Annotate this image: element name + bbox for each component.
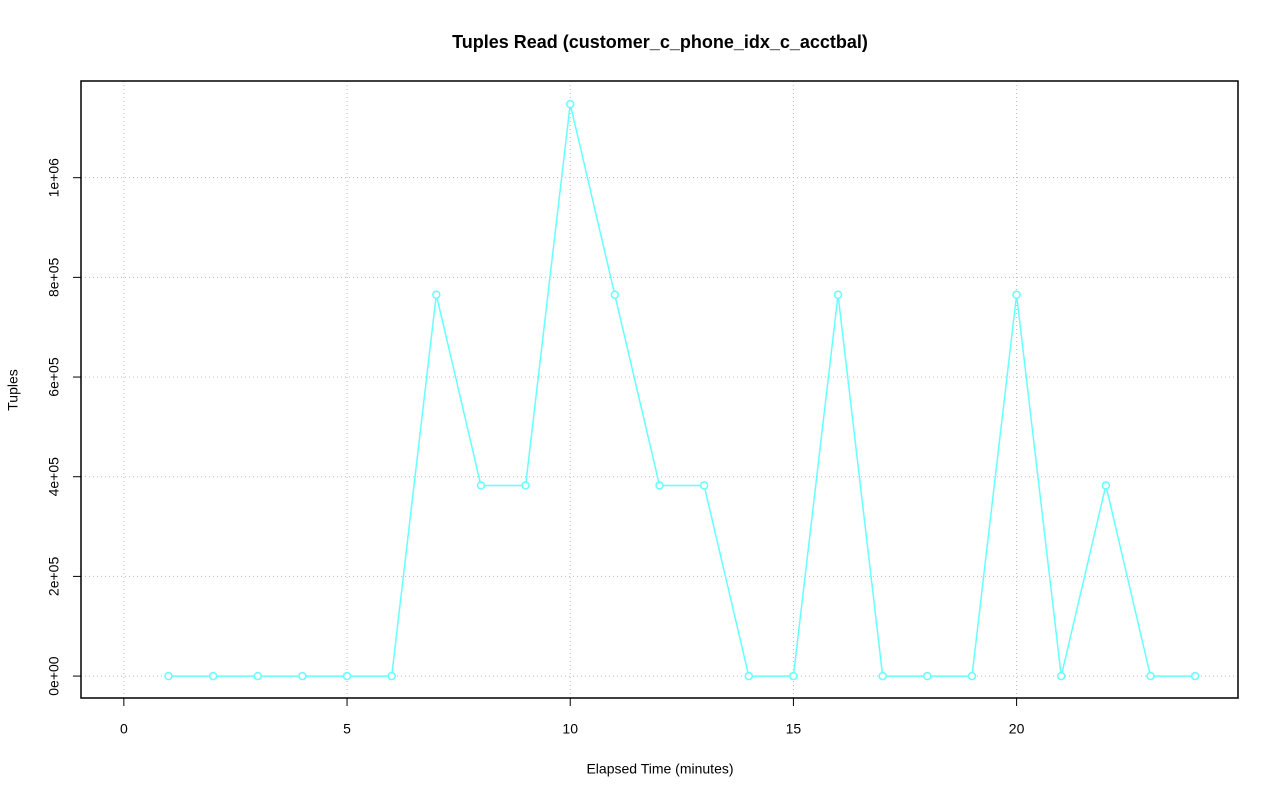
data-point xyxy=(655,481,664,490)
data-point xyxy=(164,671,173,681)
data-point xyxy=(1056,671,1066,681)
x-tick-label: 5 xyxy=(343,721,351,737)
data-point xyxy=(432,290,441,300)
y-tick-label: 4e+05 xyxy=(46,457,62,497)
data-point xyxy=(476,481,486,490)
y-axis-label: Tuples xyxy=(5,369,21,411)
data-point xyxy=(387,671,396,681)
data-point xyxy=(298,671,307,681)
x-tick-label: 10 xyxy=(562,721,578,737)
y-tick-label: 8e+05 xyxy=(46,257,62,297)
data-point xyxy=(208,671,218,681)
data-point xyxy=(1190,671,1200,681)
chart-title: Tuples Read (customer_c_phone_idx_c_acct… xyxy=(452,32,868,52)
data-point xyxy=(1101,481,1111,490)
y-tick-label: 1e+06 xyxy=(46,158,62,198)
series-line xyxy=(168,104,1196,677)
data-point xyxy=(521,481,530,490)
data-point xyxy=(789,671,798,681)
data-point xyxy=(610,290,620,300)
x-tick-label: 15 xyxy=(786,721,802,737)
x-tick-label: 20 xyxy=(1009,721,1025,737)
data-point xyxy=(342,671,352,681)
plot-frame xyxy=(80,80,1239,699)
y-tick-label: 2e+05 xyxy=(46,557,62,597)
data-point xyxy=(1146,671,1155,681)
data-point xyxy=(744,671,754,681)
data-point xyxy=(699,481,709,490)
x-tick-label: 0 xyxy=(120,721,128,737)
data-point xyxy=(1012,290,1021,300)
data-point xyxy=(878,671,887,681)
data-point xyxy=(565,99,575,109)
data-point xyxy=(253,671,263,681)
data-point xyxy=(923,671,932,681)
y-tick-label: 0e+00 xyxy=(46,656,62,696)
x-axis-label: Elapsed Time (minutes) xyxy=(586,761,733,777)
data-point xyxy=(833,290,843,300)
y-tick-label: 6e+05 xyxy=(46,357,62,397)
data-point xyxy=(967,671,977,681)
